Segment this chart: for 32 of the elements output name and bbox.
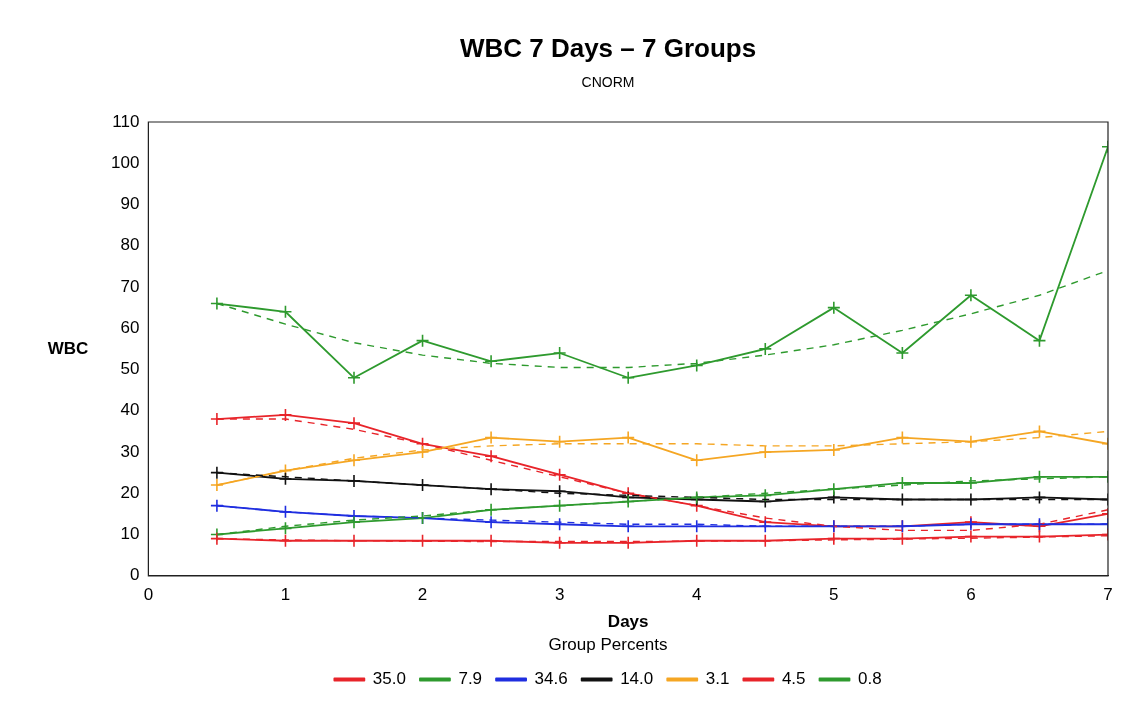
y-tick-label: 30: [120, 441, 140, 461]
x-tick-label: 7: [1103, 584, 1113, 604]
legend-title: Group Percents: [548, 634, 668, 654]
x-tick-label: 5: [829, 584, 839, 604]
y-tick-label: 60: [120, 317, 140, 337]
legend-label: 3.1: [705, 669, 730, 689]
chart-subtitle: CNORM: [581, 74, 635, 91]
legend-label: 0.8: [858, 669, 882, 689]
y-tick-label: 40: [120, 400, 140, 420]
legend-label: 7.9: [458, 669, 483, 689]
x-tick-label: 4: [691, 584, 702, 604]
y-tick-label: 110: [112, 111, 140, 131]
y-tick-label: 100: [110, 152, 140, 172]
y-axis-title: WBC: [47, 338, 89, 358]
x-axis-title: Days: [607, 612, 649, 632]
x-tick-label: 3: [554, 584, 565, 604]
y-tick-label: 70: [120, 276, 140, 296]
legend-label: 35.0: [372, 669, 406, 689]
legend-label: 4.5: [781, 669, 806, 689]
y-tick-label: 80: [120, 235, 140, 255]
y-tick-label: 50: [120, 359, 140, 379]
x-tick-label: 6: [966, 584, 976, 604]
x-tick-label: 1: [280, 584, 291, 604]
chart-title: WBC 7 Days – 7 Groups: [459, 32, 757, 63]
y-tick-label: 90: [120, 194, 140, 214]
legend-label: 34.6: [534, 669, 568, 689]
y-tick-label: 0: [129, 565, 140, 585]
y-tick-label: 10: [120, 524, 140, 544]
y-tick-label: 20: [120, 482, 140, 502]
legend-label: 14.0: [620, 669, 654, 689]
x-tick-label: 2: [417, 584, 428, 604]
x-tick-label: 0: [143, 584, 154, 604]
